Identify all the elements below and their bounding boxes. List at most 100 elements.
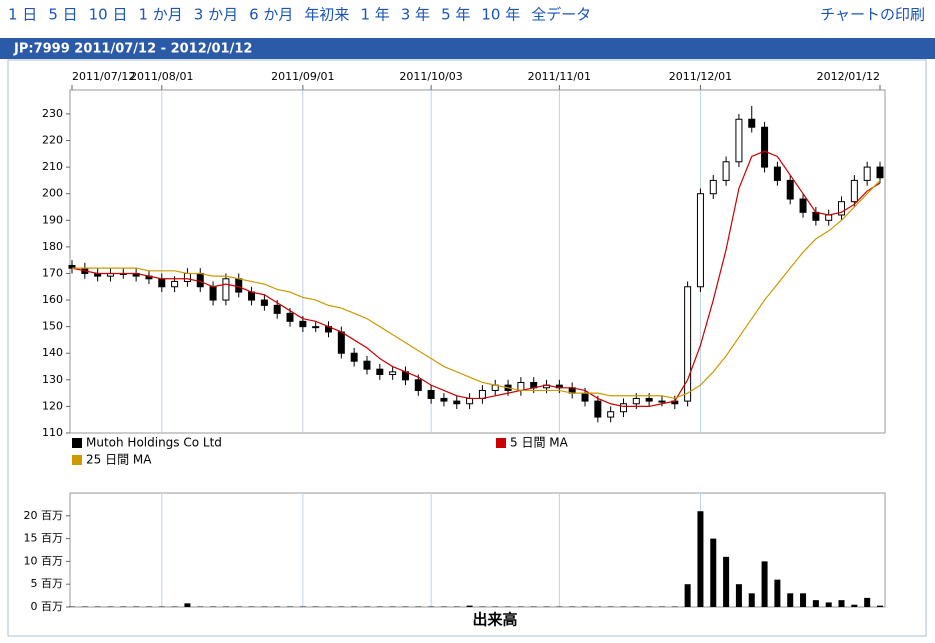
x-tick-label: 2011/08/01 (130, 70, 193, 83)
x-tick-label: 2011/11/01 (528, 70, 591, 83)
header-bar (0, 38, 935, 59)
volume-title: 出来高 (472, 611, 517, 629)
candle-body (658, 400, 666, 403)
candle-body (337, 331, 345, 354)
candle-body (478, 389, 486, 399)
candle-body (825, 214, 833, 221)
nav-link[interactable]: 1 日 (8, 6, 37, 24)
volume-bar (697, 511, 704, 607)
y-tick-label: 180 (42, 240, 63, 253)
ma-line (71, 150, 881, 408)
candle-body (440, 397, 448, 402)
nav-link[interactable]: 10 年 (481, 6, 520, 24)
candle-body (209, 286, 217, 301)
candle-body (876, 166, 884, 179)
candle-body (260, 299, 268, 306)
x-tick-label: 2011/07/12 (72, 70, 135, 83)
nav-link[interactable]: 1 か月 (138, 6, 182, 24)
candle-body (453, 400, 461, 405)
header-title: JP:7999 2011/07/12 - 2012/01/12 (13, 42, 252, 57)
candle-body (594, 400, 602, 418)
y-tick-label: 190 (42, 213, 63, 226)
candle-body (171, 280, 179, 288)
x-tick-label: 2011/10/03 (399, 70, 462, 83)
y-tick-label: 220 (42, 134, 63, 147)
y-tick-label: 210 (42, 160, 63, 173)
candle-body (696, 193, 704, 288)
candle-body (235, 278, 243, 293)
ma-line (72, 179, 881, 400)
nav-link[interactable]: 全データ (531, 6, 591, 24)
y-tick-label: 110 (42, 426, 63, 439)
candle-body (838, 201, 846, 216)
candle-body (709, 179, 717, 195)
candle-body (350, 352, 358, 362)
candle-body (761, 126, 769, 168)
candle-body (735, 118, 743, 163)
x-tick-label: 2011/09/01 (271, 70, 334, 83)
y-tick-label: 160 (42, 293, 63, 306)
volume-bar (723, 556, 730, 607)
candle-body (607, 411, 615, 418)
candle-body (799, 198, 807, 213)
volume-bar (838, 600, 845, 607)
volume-bar (825, 602, 832, 607)
y-tick-label: 150 (42, 320, 63, 333)
print-link[interactable]: チャートの印刷 (820, 6, 925, 24)
volume-bar (774, 579, 781, 607)
chart-frame (7, 59, 927, 637)
legend-swatch (72, 438, 82, 448)
candle-body (517, 381, 525, 391)
volume-bar (851, 604, 858, 607)
candle-body (376, 368, 384, 376)
candle-body (299, 320, 307, 328)
volume-bar (864, 597, 871, 607)
y-tick-label: 200 (42, 187, 63, 200)
volume-bar (748, 593, 755, 607)
nav-link[interactable]: 10 日 (89, 6, 128, 24)
candle-body (645, 397, 653, 402)
candle-body (158, 278, 166, 288)
volume-bar (812, 600, 819, 607)
candle-body (273, 304, 281, 314)
volume-bar (184, 603, 191, 607)
candle-body (632, 397, 640, 405)
candle-body (748, 118, 756, 128)
volume-bar (466, 605, 473, 607)
y-tick-label: 20 百万 (24, 509, 64, 522)
candle-body (773, 166, 781, 181)
candle-body (863, 166, 871, 181)
volume-bar (735, 584, 742, 607)
volume-bar (761, 561, 768, 607)
candle-body (850, 179, 858, 203)
candle-body (786, 179, 794, 200)
candle-body (363, 360, 371, 370)
x-tick-label: 2012/01/12 (817, 70, 880, 83)
candle-body (312, 326, 320, 329)
y-tick-label: 15 百万 (24, 532, 64, 545)
y-tick-label: 140 (42, 346, 63, 359)
nav-link[interactable]: 5 年 (441, 6, 470, 24)
candle-body (286, 312, 294, 322)
candle-body (196, 272, 204, 288)
nav-link[interactable]: 5 日 (48, 6, 77, 24)
nav-link[interactable]: 6 か月 (249, 6, 293, 24)
y-tick-label: 5 百万 (31, 577, 64, 590)
legend-swatch (496, 438, 506, 448)
nav-link[interactable]: 3 年 (401, 6, 430, 24)
legend-label: Mutoh Holdings Co Ltd (86, 436, 222, 450)
price-plot (69, 89, 886, 434)
nav-link[interactable]: 3 か月 (194, 6, 238, 24)
candle-body (581, 392, 589, 402)
nav-link[interactable]: 1 年 (360, 6, 389, 24)
volume-bar (684, 584, 691, 607)
candle-body (414, 379, 422, 391)
candle-body (812, 211, 820, 221)
volume-bar (710, 538, 717, 607)
candle-body (389, 371, 397, 376)
volume-bar (800, 593, 807, 607)
candle-body (684, 286, 692, 402)
y-tick-label: 10 百万 (24, 554, 64, 567)
nav-link[interactable]: 年初来 (304, 6, 349, 24)
candle-body (466, 397, 474, 405)
